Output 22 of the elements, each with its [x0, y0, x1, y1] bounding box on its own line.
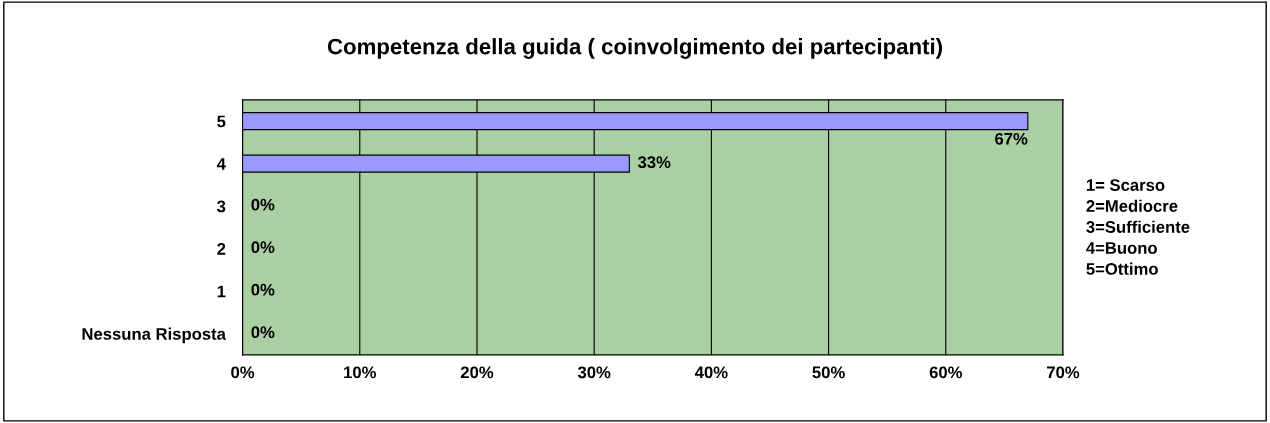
x-tick-label: 0%	[231, 366, 255, 379]
x-tick-label: 30%	[577, 366, 611, 379]
text: 1= Scarso 2=Mediocre 3=Sufficiente 4=Buono 5=Ottimo	[1086, 179, 1190, 275]
data-label: 0%	[251, 326, 275, 339]
x-tick-label: 20%	[460, 366, 494, 379]
x-tick-label: 60%	[929, 366, 963, 379]
y-tick-label: Nessuna Risposta	[82, 327, 227, 344]
data-label: 33%	[637, 156, 671, 169]
x-tick-label: 70%	[1047, 366, 1080, 379]
data-label: 0%	[251, 241, 275, 254]
data-label: 0%	[251, 198, 275, 211]
data-label: 0%	[251, 283, 275, 296]
y-tick-label: 1	[217, 285, 226, 298]
y-tick-label: 4	[216, 158, 226, 170]
data-label: 67%	[995, 132, 1028, 145]
x-tick-label: 50%	[812, 366, 845, 379]
chart-title: Competenza della guida ( coinvolgimento dei partecipanti)	[327, 38, 942, 59]
x-tick-label: 10%	[344, 366, 377, 379]
y-tick-label: 5	[217, 115, 226, 128]
y-tick-label: 3	[217, 200, 226, 213]
y-tick-label: 2	[217, 243, 226, 255]
x-tick-label: 40%	[694, 366, 728, 379]
